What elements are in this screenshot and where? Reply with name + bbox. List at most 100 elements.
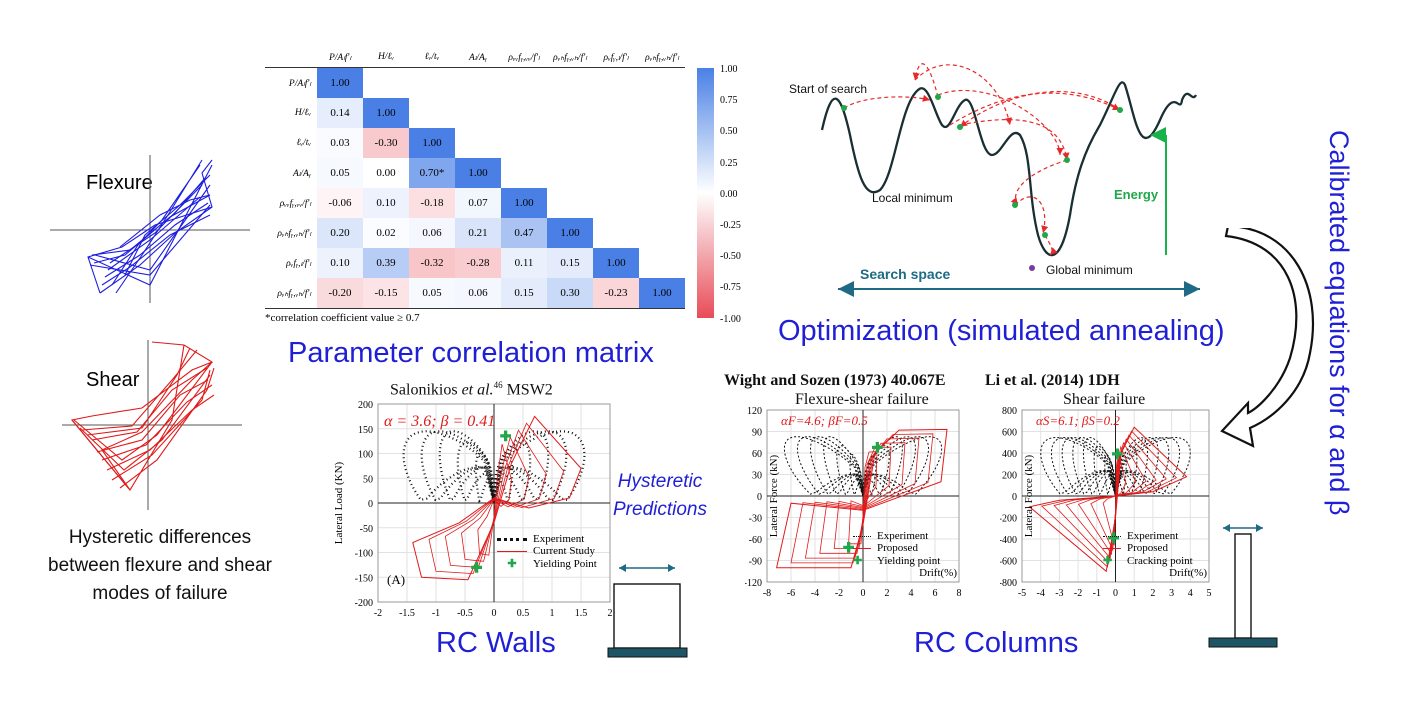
caption-line-1: Hysteretic differences bbox=[68, 527, 252, 548]
matrix-cell: 0.05 bbox=[409, 278, 455, 308]
correlation-table: P/Aₗf'ₗ H/ℓᵥ ℓᵥ/tᵥ Aₗ/Aᵧ ρᵥᵥfᵧ,ᵥᵥ/f'ₗ ρᵥₕfᵧ,ᵥ… bbox=[265, 47, 685, 308]
y-tick-label: -400 bbox=[1000, 535, 1017, 546]
legend-item-current-study: Current Study bbox=[497, 545, 597, 557]
matrix-empty-cell bbox=[593, 218, 639, 248]
x-tick-label: 8 bbox=[957, 588, 962, 599]
matrix-empty-cell bbox=[639, 98, 685, 128]
x-axis-label: Drift(%) bbox=[919, 567, 957, 579]
x-tick-label: 0 bbox=[492, 608, 497, 619]
colorbar-ticks: 1.00 0.75 0.50 0.25 0.00 -0.25 -0.50 -0.75 -1.00 bbox=[720, 64, 760, 325]
matrix-empty-cell bbox=[593, 128, 639, 158]
matrix-col-header: P/Aₗf'ₗ bbox=[317, 47, 363, 68]
legend-item-experiment: Experiment bbox=[853, 530, 940, 542]
x-axis-label: Drift(%) bbox=[1169, 567, 1207, 579]
y-tick-label: -200 bbox=[355, 598, 373, 609]
shear-label: Shear bbox=[86, 369, 140, 391]
matrix-empty-cell bbox=[501, 68, 547, 99]
x-tick-label: -3 bbox=[1055, 588, 1063, 599]
matrix-empty-cell bbox=[639, 128, 685, 158]
matrix-col-header: Aₗ/Aᵧ bbox=[455, 47, 501, 68]
matrix-col-header: ρᵥᵥfᵧ,ᵥᵥ/f'ₗ bbox=[501, 47, 547, 68]
y-tick-label: -200 bbox=[1000, 514, 1017, 525]
column-right-chart: -5 -4 -3 -2 -1 0 1 2 3 4 5 800 600 400 200 0 -200 -400 -60… bbox=[1000, 406, 1212, 599]
matrix-cell: 1.00 bbox=[455, 158, 501, 188]
matrix-cell: 0.03 bbox=[317, 128, 363, 158]
legend-text: Proposed bbox=[877, 542, 918, 554]
x-tick-label: -2 bbox=[1074, 588, 1082, 599]
y-axis-label: Lateral Load (KN) bbox=[333, 461, 345, 544]
matrix-cell: 0.06 bbox=[409, 218, 455, 248]
y-tick-label: 30 bbox=[752, 471, 762, 482]
x-tick-label: 2 bbox=[1150, 588, 1155, 599]
matrix-empty-cell bbox=[409, 68, 455, 99]
legend-item-cracking: ✚ Cracking point bbox=[1103, 554, 1193, 567]
y-tick-label: 800 bbox=[1002, 406, 1017, 417]
matrix-row-header: ρᵥₕfᵧ,ᵥₕ/f'ₗ bbox=[277, 228, 311, 239]
energy-label: Energy bbox=[1114, 187, 1159, 202]
matrix-row-header: ρᵥₕfᵧ,ᵥₕ/f'ₗ bbox=[277, 288, 311, 299]
column-specimen-icon bbox=[1208, 524, 1278, 648]
matrix-cell: 0.10 bbox=[363, 188, 409, 218]
matrix-empty-cell bbox=[409, 98, 455, 128]
matrix-col-header: H/ℓᵥ bbox=[363, 47, 409, 68]
correlation-matrix: P/Aₗf'ₗ H/ℓᵥ ℓᵥ/tᵥ Aₗ/Aᵧ ρᵥᵥfᵧ,ᵥᵥ/f'ₗ ρᵥₕfᵧ,ᵥ… bbox=[265, 47, 685, 324]
local-minimum-label: Local minimum bbox=[872, 191, 953, 205]
x-tick-label: -0.5 bbox=[457, 608, 473, 619]
matrix-cell: 1.00 bbox=[501, 188, 547, 218]
matrix-empty-cell bbox=[547, 188, 593, 218]
y-tick-label: 150 bbox=[358, 425, 373, 436]
matrix-cell: 0.47 bbox=[501, 218, 547, 248]
x-tick-label: 1 bbox=[1132, 588, 1137, 599]
y-tick-label: 600 bbox=[1002, 428, 1017, 439]
curved-arrow bbox=[1220, 228, 1315, 448]
legend-item-proposed: Proposed bbox=[1103, 542, 1193, 554]
matrix-cell: -0.32 bbox=[409, 248, 455, 278]
matrix-empty-cell bbox=[639, 218, 685, 248]
matrix-cell: 0.39 bbox=[363, 248, 409, 278]
matrix-row-header: ℓᵥ/tᵥ bbox=[296, 138, 311, 148]
legend-text: Experiment bbox=[533, 533, 585, 545]
y-tick-label: 0 bbox=[368, 499, 373, 510]
y-tick-label: 400 bbox=[1002, 449, 1017, 460]
proposed-model-loop bbox=[428, 422, 565, 575]
matrix-col-header: ρᵥₕfᵧ,ᵥₕ/f'ₗ bbox=[547, 47, 593, 68]
plus-icon: ✚ bbox=[1103, 555, 1113, 567]
matrix-row-header: ρᵥᵥfᵧ,ᵥᵥ/f'ₗ bbox=[279, 198, 311, 209]
x-tick-label: 5 bbox=[1207, 588, 1212, 599]
search-space-label: Search space bbox=[860, 266, 951, 282]
caption-line-3: modes of failure bbox=[92, 583, 228, 604]
y-tick-label: -60 bbox=[749, 535, 762, 546]
column-right-legend: Experiment Proposed ✚ Cracking point bbox=[1103, 530, 1193, 567]
proposed-model-curve bbox=[412, 415, 582, 581]
x-tick-label: -5 bbox=[1018, 588, 1026, 599]
matrix-empty-cell bbox=[593, 68, 639, 99]
x-tick-label: -8 bbox=[763, 588, 771, 599]
matrix-cell: 1.00 bbox=[593, 248, 639, 278]
rc-walls-label: RC Walls bbox=[436, 627, 556, 659]
matrix-cell: 0.70* bbox=[409, 158, 455, 188]
legend-text: Yielding point bbox=[877, 555, 941, 567]
calibrated-equations-label: Calibrated equations for α and β bbox=[1324, 130, 1354, 516]
x-tick-label: -2 bbox=[374, 608, 382, 619]
matrix-empty-cell bbox=[639, 188, 685, 218]
column-right-param: αS=6.1; βS=0.2 bbox=[1036, 413, 1120, 428]
y-axis-label: Lateral Force (kN) bbox=[768, 454, 780, 537]
matrix-footnote: *correlation coefficient value ≥ 0.7 bbox=[265, 312, 420, 324]
column-left-subtitle: Flexure-shear failure bbox=[795, 391, 929, 408]
y-tick-label: -600 bbox=[1000, 557, 1017, 568]
colorbar-tick-label: -0.25 bbox=[720, 220, 741, 231]
hysteretic-differences-caption: Hysteretic differences between flexure a… bbox=[20, 524, 300, 608]
plus-icon: ✚ bbox=[471, 559, 483, 575]
column-left-title: Wight and Sozen (1973) 40.067E bbox=[724, 372, 946, 389]
x-tick-label: 6 bbox=[933, 588, 938, 599]
legend-text: Yielding Point bbox=[533, 558, 597, 570]
proposed-model-loop bbox=[790, 433, 934, 564]
walls-panel-tag: (A) bbox=[387, 572, 406, 587]
flexure-label: Flexure bbox=[86, 172, 153, 194]
matrix-cell: 0.10 bbox=[317, 248, 363, 278]
x-tick-label: 0 bbox=[1113, 588, 1118, 599]
y-tick-label: 200 bbox=[358, 400, 373, 411]
y-tick-label: -50 bbox=[360, 524, 373, 535]
legend-item-yielding: ✚ Yielding point bbox=[853, 554, 940, 567]
x-tick-label: 2 bbox=[885, 588, 890, 599]
